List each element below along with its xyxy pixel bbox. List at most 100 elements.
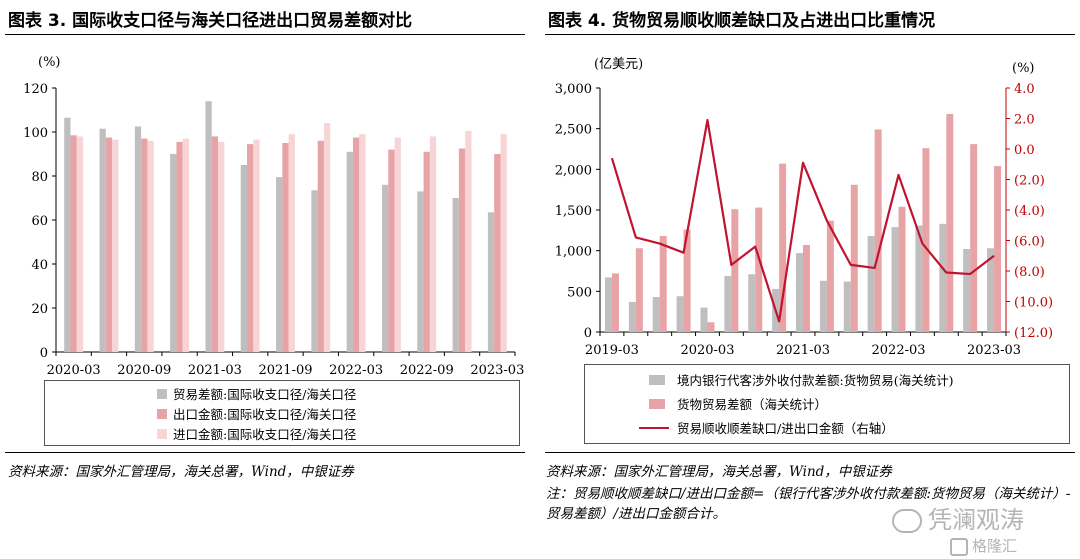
right-bar-1 [915, 225, 923, 332]
left-y-tick-label: 80 [31, 170, 48, 185]
left-bar-1 [240, 165, 248, 352]
right-left-tick-label: 1,000 [555, 245, 592, 260]
right-bar-1 [891, 227, 899, 332]
right-bar-1 [604, 277, 612, 332]
wechat-icon [892, 509, 922, 533]
right-right-tick-label: (10.0) [1014, 296, 1053, 311]
left-bar-2 [458, 148, 466, 352]
left-bar-2 [247, 144, 254, 352]
left-bar-3 [288, 134, 295, 352]
right-title-rule [545, 34, 1075, 35]
left-bar-2 [317, 140, 324, 352]
right-bar-2 [994, 166, 1002, 332]
left-bar-1 [205, 101, 212, 352]
left-bar-1 [311, 190, 318, 352]
left-bar-1 [346, 151, 353, 352]
left-title-rule [5, 34, 525, 35]
left-bar-2 [70, 135, 77, 352]
right-bar-1 [987, 248, 995, 332]
right-x-tick-label: 2019-03 [585, 343, 639, 358]
right-right-tick-label: (12.0) [1014, 326, 1053, 341]
left-bar-3 [253, 139, 260, 352]
right-bar-2 [659, 236, 667, 332]
left-bar-1 [64, 117, 71, 352]
right-bar-1 [939, 223, 947, 332]
left-y-tick-label: 0 [40, 346, 48, 361]
left-bar-3 [359, 134, 366, 352]
left-y-tick-label: 60 [31, 214, 48, 229]
legend-swatch [157, 408, 167, 419]
left-bar-3 [218, 141, 225, 352]
left-chart-plot: (%) 0 20 40 60 80 100 120 2020-03 2020-09 2021-03 2… [23, 55, 524, 378]
legend-label: 贸易顺收顺差缺口/进出口金额（右轴） [677, 421, 894, 436]
right-right-tick-label: 4.0 [1014, 82, 1035, 97]
right-left-tick-label: 2,500 [555, 123, 592, 138]
right-x-tick-label: 2020-03 [680, 343, 734, 358]
right-chart-legend: 境内银行代客涉外收付款差额:货物贸易(海关统计) 货物贸易差额（海关统计） 贸易顺收… [584, 364, 1070, 444]
left-bar-3 [394, 137, 401, 352]
left-bar-3 [76, 136, 84, 352]
left-x-tick-label: 2022-09 [400, 363, 454, 378]
left-bar-3 [465, 130, 472, 352]
right-bar-2 [946, 114, 954, 332]
right-left-tick-label: 3,000 [555, 82, 592, 97]
left-bar-2 [423, 151, 430, 352]
legend-label: 境内银行代客涉外收付款差额:货物贸易(海关统计) [677, 373, 954, 388]
left-legend-item: 进口金额:国际收支口径/海关口径 [157, 424, 356, 443]
right-bar-1 [867, 236, 875, 332]
left-legend-item: 出口金额:国际收支口径/海关口径 [157, 404, 356, 423]
left-bar-2 [388, 149, 395, 352]
legend-label: 贸易差额:国际收支口径/海关口径 [173, 387, 357, 402]
left-x-tick-label: 2021-09 [258, 363, 312, 378]
right-bar-1 [748, 274, 756, 332]
right-bar-2 [683, 229, 691, 332]
left-chart-panel: 图表 3. 国际收支口径与海关口径进出口贸易差额对比 (%) 0 20 40 60 80 1… [0, 0, 530, 559]
legend-label: 货物贸易差额（海关统计） [677, 397, 828, 412]
right-bar-1 [796, 253, 803, 332]
left-chart-legend: 贸易差额:国际收支口径/海关口径 出口金额:国际收支口径/海关口径进口金额:国际收… [44, 380, 520, 446]
watermark-text: 凭澜观涛 [928, 506, 1024, 534]
right-bar-2 [874, 129, 882, 332]
right-right-tick-label: (8.0) [1014, 265, 1045, 280]
legend-label: 出口金额:国际收支口径/海关口径 [173, 407, 357, 422]
left-x-tick-label: 2021-03 [188, 363, 242, 378]
right-bar-2 [850, 184, 858, 332]
right-bar-1 [724, 275, 732, 332]
left-y-tick-label: 100 [23, 126, 48, 141]
legend-swatch [649, 374, 665, 385]
left-bar-2 [494, 154, 501, 352]
right-right-unit: (%) [1012, 61, 1035, 76]
right-x-tick-label: 2021-03 [776, 343, 830, 358]
right-left-tick-label: 500 [567, 285, 592, 300]
left-x-tick-label: 2023-03 [470, 363, 524, 378]
left-bar-2 [211, 136, 219, 352]
right-bar-2 [731, 209, 739, 332]
right-legend-item: 境内银行代客涉外收付款差额:货物贸易(海关统计) [649, 370, 953, 389]
right-right-tick-label: (6.0) [1014, 235, 1045, 250]
right-left-tick-label: 1,500 [555, 204, 592, 219]
right-left-tick-label: 0 [584, 326, 592, 341]
left-bar-1 [276, 177, 283, 352]
left-bar-2 [105, 137, 113, 352]
right-legend-item: 货物贸易差额（海关统计） [649, 394, 827, 413]
right-note-text: 注：贸易顺收顺差缺口/进出口金额=（银行代客涉外收付款差额:货物贸易（海关统计）… [546, 486, 1071, 522]
left-bar-3 [429, 136, 437, 352]
left-source-text: 资料来源：国家外汇管理局，海关总署，Wind，中银证券 [8, 464, 354, 480]
left-bar-1 [381, 184, 389, 352]
right-bar-2 [803, 244, 810, 332]
right-source-rule [545, 452, 1075, 453]
right-bar-1 [628, 301, 636, 332]
left-bar-3 [112, 139, 119, 352]
left-bar-2 [352, 137, 360, 352]
right-bar-2 [970, 144, 978, 332]
left-x-tick-label: 2022-03 [329, 363, 383, 378]
left-legend-item: 贸易差额:国际收支口径/海关口径 [157, 384, 356, 403]
right-bar-2 [826, 220, 834, 332]
right-left-tick-label: 2,000 [555, 163, 592, 178]
right-chart-title: 图表 4. 货物贸易顺收顺差缺口及占进出口比重情况 [548, 11, 936, 31]
left-bar-3 [182, 138, 190, 352]
left-bar-1 [452, 198, 459, 352]
left-x-tick-label: 2020-03 [47, 363, 101, 378]
left-chart-title: 图表 3. 国际收支口径与海关口径进出口贸易差额对比 [8, 11, 413, 31]
right-right-tick-label: (4.0) [1014, 204, 1045, 219]
